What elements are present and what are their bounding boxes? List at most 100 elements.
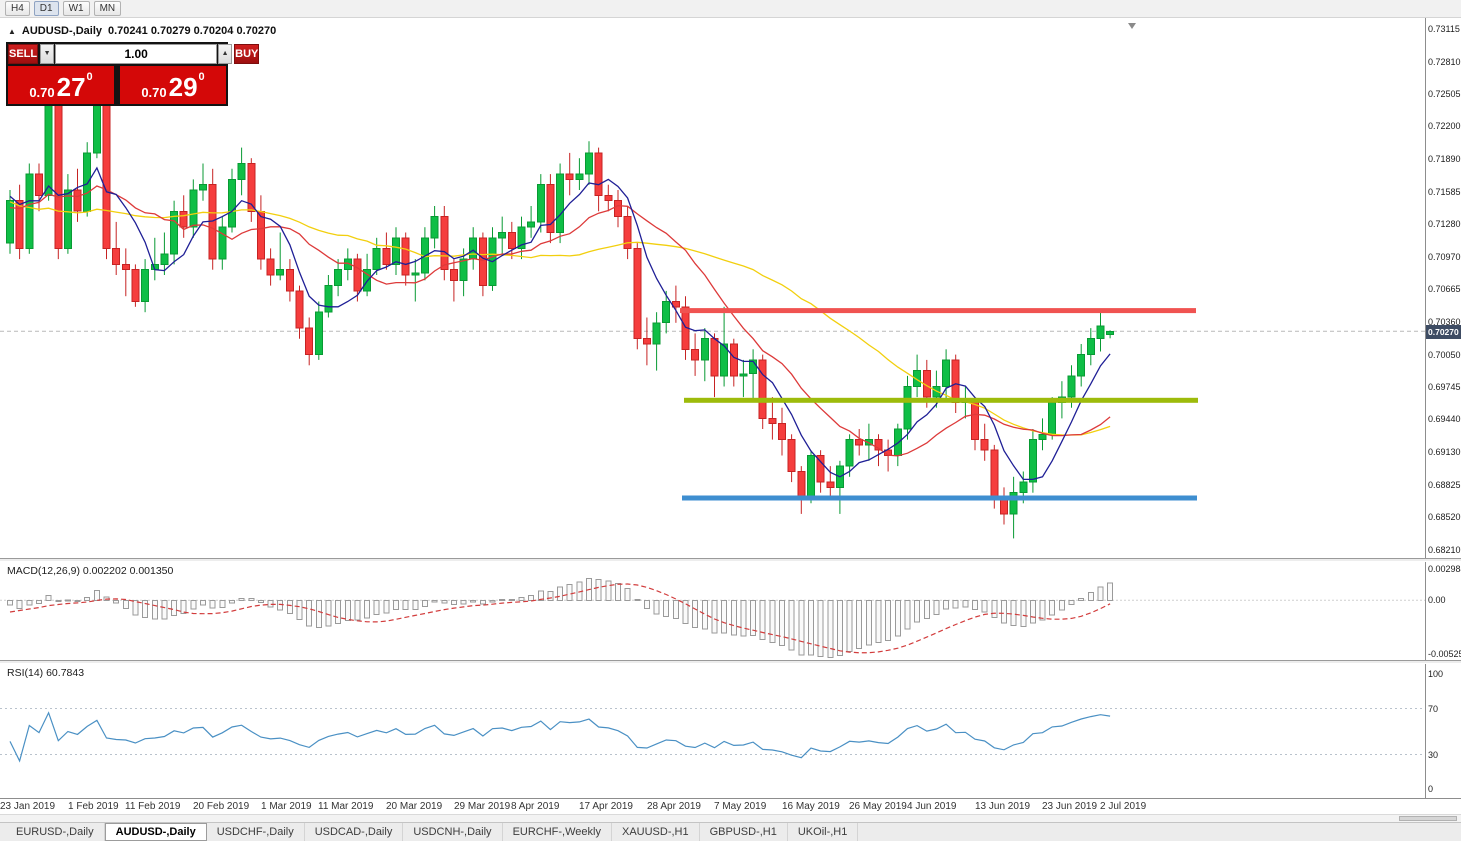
macd-canvas[interactable] xyxy=(0,562,1425,660)
date-tick-label: 11 Mar 2019 xyxy=(318,801,374,812)
sell-price-display[interactable]: 0.70 27 0 xyxy=(8,66,114,104)
price-tick-label: 0.73115 xyxy=(1428,24,1460,34)
chart-tab-xauusd[interactable]: XAUUSD-,H1 xyxy=(612,823,700,841)
macd-histogram-bar xyxy=(701,599,708,630)
candle-body xyxy=(729,343,738,377)
macd-histogram-bar xyxy=(93,590,100,601)
ma-fast xyxy=(9,166,1111,481)
support-line-mid[interactable] xyxy=(684,397,1198,403)
price-chart-canvas[interactable] xyxy=(0,18,1425,558)
buy-price-pipette: 0 xyxy=(198,71,205,83)
macd-signal-line xyxy=(9,583,1111,654)
buy-price-prefix: 0.70 xyxy=(141,85,167,100)
macd-histogram-bar xyxy=(808,599,814,656)
macd-histogram-bar xyxy=(344,599,351,621)
macd-histogram-bar xyxy=(885,599,892,641)
candle-body xyxy=(498,232,507,239)
support-line-low[interactable] xyxy=(682,495,1197,501)
candle-body xyxy=(633,247,642,340)
price-axis[interactable]: 0.73115 0.72810 0.72505 0.72200 0.71890 0.715… xyxy=(1425,18,1461,558)
macd-histogram-bar xyxy=(36,599,42,605)
candle-body xyxy=(768,417,777,425)
macd-histogram-bar xyxy=(1107,582,1114,601)
horizontal-scrollbar[interactable] xyxy=(0,814,1461,822)
resistance-line[interactable] xyxy=(680,308,1196,314)
scrollbar-thumb[interactable] xyxy=(1399,816,1457,821)
candle-body xyxy=(160,253,169,265)
macd-histogram-bar xyxy=(286,599,293,615)
candle-body xyxy=(247,163,256,212)
macd-histogram-bar xyxy=(643,599,650,610)
rsi-indicator-pane[interactable]: RSI(14) 60.7843 xyxy=(0,664,1425,798)
price-chart-pane[interactable]: ▲ AUDUSD-,Daily 0.70241 0.70279 0.70204 … xyxy=(0,18,1425,558)
macd-histogram-bar xyxy=(1039,599,1046,621)
timeframe-button-h4[interactable]: H4 xyxy=(5,1,30,16)
chart-tab-usdcnh[interactable]: USDCNH-,Daily xyxy=(403,823,503,841)
macd-histogram-bar xyxy=(248,598,255,601)
macd-histogram-bar xyxy=(431,599,438,603)
macd-histogram-bar xyxy=(257,599,264,603)
candle-body xyxy=(710,338,719,377)
candle-body xyxy=(594,152,603,196)
date-axis[interactable]: 23 Jan 2019 1 Feb 2019 11 Feb 2019 20 Feb 2… xyxy=(0,798,1461,814)
current-price-tag: 0.70270 xyxy=(1426,325,1461,339)
chart-tab-audusd[interactable]: AUDUSD-,Daily xyxy=(104,823,207,841)
candle-body xyxy=(903,386,912,430)
macd-histogram-bar xyxy=(856,599,863,649)
candle-body xyxy=(758,359,767,419)
candle-body xyxy=(585,152,593,175)
candle-body xyxy=(430,216,439,239)
pane-divider[interactable] xyxy=(0,660,1461,664)
chart-tab-usdcad[interactable]: USDCAD-,Daily xyxy=(305,823,404,841)
candle-body xyxy=(102,99,111,249)
rsi-axis[interactable]: 100 70 30 0 xyxy=(1425,664,1461,798)
date-tick-label: 1 Feb 2019 xyxy=(68,801,119,812)
candle-body xyxy=(237,163,246,180)
macd-histogram-bar xyxy=(537,590,544,601)
macd-histogram-bar xyxy=(306,599,313,627)
timeframe-button-w1[interactable]: W1 xyxy=(62,1,90,16)
candle-body xyxy=(314,311,323,356)
macd-histogram-bar xyxy=(421,599,428,607)
candle-body xyxy=(1038,433,1047,441)
date-tick-label: 28 Apr 2019 xyxy=(647,801,701,812)
candle-body xyxy=(199,184,207,191)
timeframe-button-mn[interactable]: MN xyxy=(93,1,122,16)
macd-histogram-bar xyxy=(219,599,226,608)
buy-button[interactable]: BUY xyxy=(234,44,260,64)
chart-tab-eurusd[interactable]: EURUSD-,Daily xyxy=(6,823,105,841)
volume-decrement-icon[interactable]: ▼ xyxy=(40,44,55,64)
sell-button[interactable]: SELL xyxy=(8,44,39,64)
price-tick-label: 0.71280 xyxy=(1428,219,1461,229)
macd-indicator-pane[interactable]: MACD(12,26,9) 0.002202 0.001350 xyxy=(0,562,1425,660)
candle-body xyxy=(392,237,400,265)
chart-tab-eurchf[interactable]: EURCHF-,Weekly xyxy=(503,823,612,841)
volume-input[interactable] xyxy=(55,44,218,64)
price-tick-label: 0.71585 xyxy=(1428,187,1461,197)
one-click-toggle-icon[interactable]: ▲ xyxy=(8,26,16,36)
date-tick-label: 7 May 2019 xyxy=(714,801,767,812)
volume-increment-icon[interactable]: ▲ xyxy=(218,44,233,64)
candle-body xyxy=(189,189,198,228)
macd-histogram-bar xyxy=(682,599,689,624)
buy-price-display[interactable]: 0.70 29 0 xyxy=(120,66,226,104)
candle-body xyxy=(54,104,63,249)
candle-body xyxy=(623,216,632,250)
candle-body xyxy=(1067,375,1076,398)
chart-tab-gbpusd[interactable]: GBPUSD-,H1 xyxy=(700,823,788,841)
macd-axis[interactable]: 0.002984 0.00 -0.005256 xyxy=(1425,562,1461,660)
date-tick-label: 20 Feb 2019 xyxy=(193,801,250,812)
candle-body xyxy=(141,269,150,303)
candle-body xyxy=(73,189,82,212)
chart-shift-marker-icon[interactable] xyxy=(1128,23,1136,29)
timeframe-button-d1[interactable]: D1 xyxy=(33,1,59,16)
chart-tab-ukoil[interactable]: UKOil-,H1 xyxy=(788,823,859,841)
pane-divider[interactable] xyxy=(0,558,1461,562)
chart-tab-usdchf[interactable]: USDCHF-,Daily xyxy=(207,823,305,841)
macd-histogram-bar xyxy=(943,599,950,610)
macd-histogram-bar xyxy=(209,599,216,609)
candle-body xyxy=(700,338,709,361)
price-tick-label: 0.69130 xyxy=(1428,447,1461,457)
rsi-canvas[interactable] xyxy=(0,664,1425,798)
macd-histogram-bar xyxy=(142,599,149,619)
